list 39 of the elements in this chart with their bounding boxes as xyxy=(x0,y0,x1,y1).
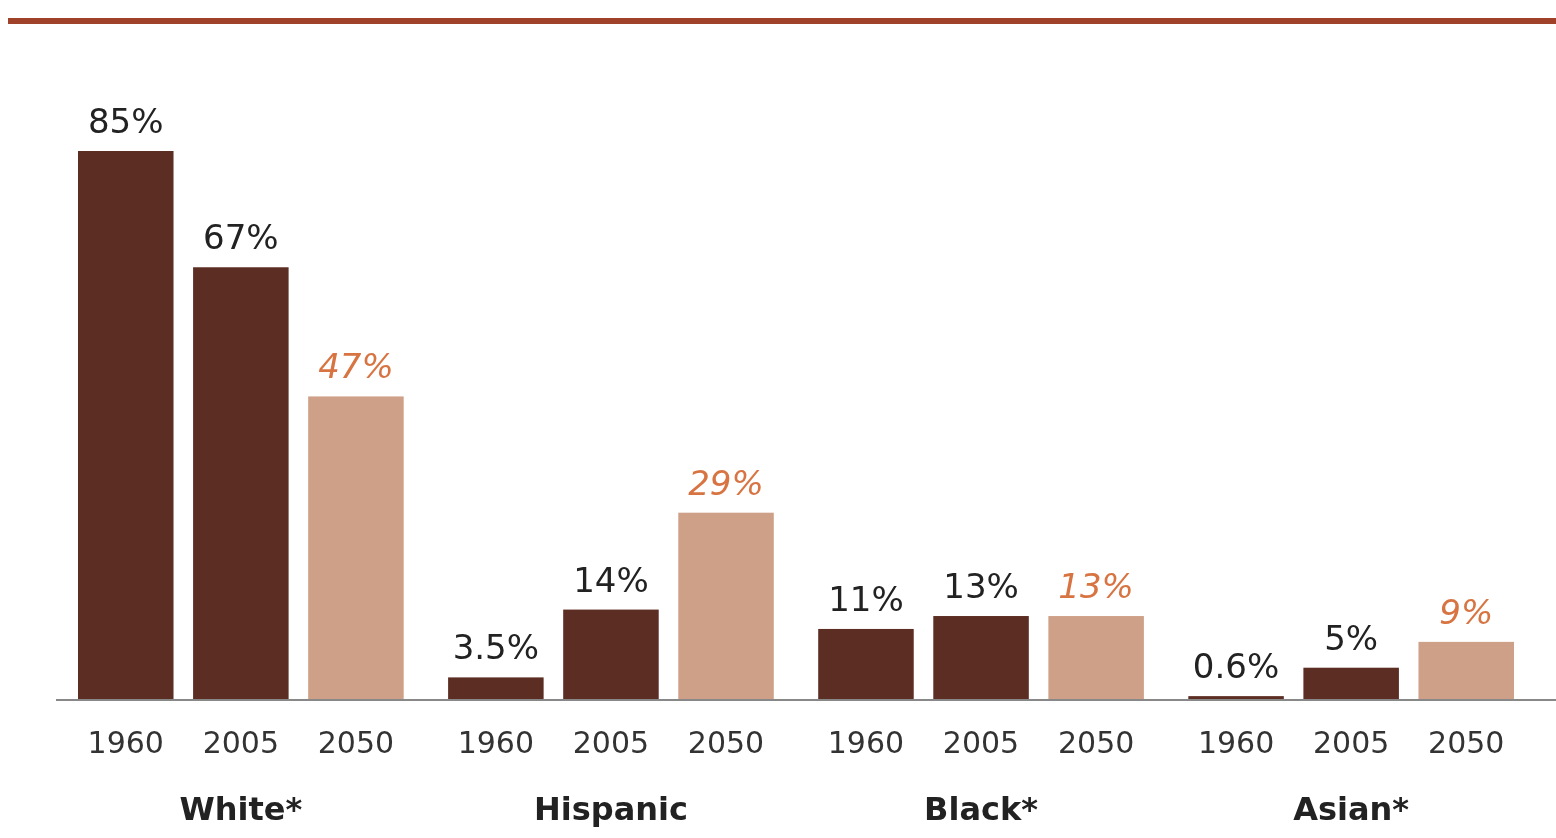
bar xyxy=(1048,616,1144,700)
text: 2005 xyxy=(572,725,650,760)
data-label: 29% xyxy=(688,462,764,503)
series-label: 1960 xyxy=(87,725,164,760)
data-label: 47% xyxy=(318,346,394,387)
data-label: 0.6% xyxy=(1192,646,1280,687)
text: 1960 xyxy=(1197,725,1275,760)
data-label: 9% xyxy=(1439,591,1494,632)
x-tick-label: White* xyxy=(179,790,303,828)
bar xyxy=(1303,667,1399,700)
text: 2005 xyxy=(1312,725,1390,760)
bar xyxy=(818,628,914,700)
data-label: 67% xyxy=(203,217,279,258)
text: 2005 xyxy=(942,725,1020,760)
text: 1960 xyxy=(827,725,905,760)
data-label: 11% xyxy=(828,578,904,619)
bar xyxy=(1418,641,1514,700)
bar xyxy=(448,677,544,700)
data-label: 3.5% xyxy=(452,627,540,668)
text: 1960 xyxy=(457,725,535,760)
data-label: 13% xyxy=(1058,566,1134,607)
x-tick-label: Black* xyxy=(924,790,1039,828)
data-label: 13% xyxy=(943,566,1019,607)
bar xyxy=(563,609,659,700)
data-label: 5% xyxy=(1324,617,1379,658)
data-label: 85% xyxy=(87,101,164,141)
x-tick-label: Asian* xyxy=(1293,790,1410,828)
series-label: 2005 xyxy=(202,725,280,760)
text: 2050 xyxy=(687,725,765,760)
bar xyxy=(78,151,174,700)
series-label: 2050 xyxy=(317,725,395,760)
bar xyxy=(933,616,1029,700)
x-tick-label: Hispanic xyxy=(533,790,688,828)
data-label: 14% xyxy=(573,559,649,600)
text: 2050 xyxy=(1057,725,1135,760)
text: 2050 xyxy=(1428,725,1505,760)
bar xyxy=(308,396,404,700)
bar xyxy=(678,512,774,700)
bar xyxy=(193,267,289,700)
